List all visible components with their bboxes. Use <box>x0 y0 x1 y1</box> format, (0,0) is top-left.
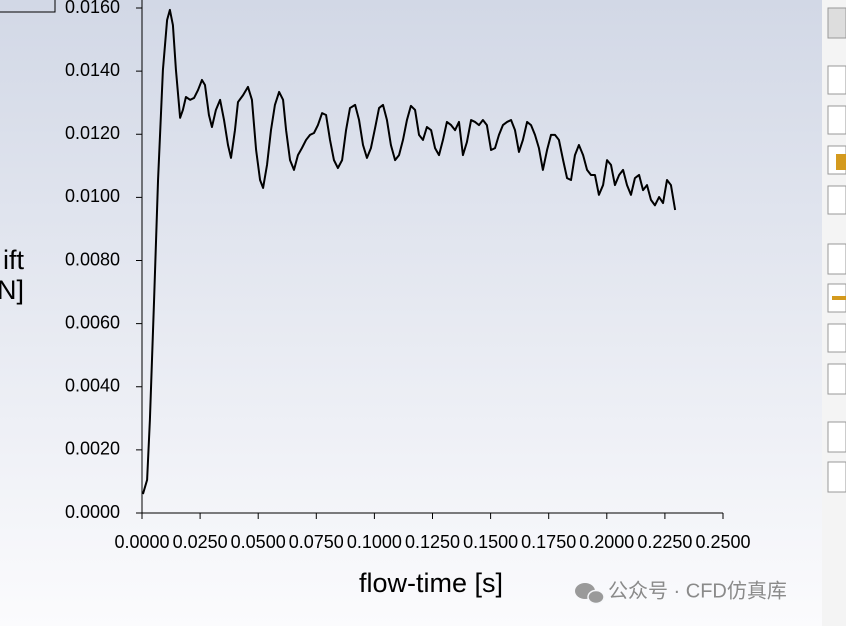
watermark-icon <box>575 583 605 605</box>
y-tick-label: 0.0000 <box>65 502 120 522</box>
x-tick-label: 0.0000 <box>114 532 169 552</box>
tool-button[interactable] <box>827 421 846 453</box>
y-axis-label: ift <box>3 245 25 275</box>
x-tick-label: 0.1500 <box>463 532 518 552</box>
tool-button[interactable] <box>827 323 846 353</box>
x-tick-label: 0.2500 <box>695 532 750 552</box>
tool-button[interactable] <box>827 363 846 395</box>
tool-button[interactable] <box>827 185 846 215</box>
x-tick-label: 0.1000 <box>347 532 402 552</box>
x-tick-label: 0.2000 <box>579 532 634 552</box>
x-tick-label: 0.1250 <box>405 532 460 552</box>
data-line <box>141 8 677 495</box>
x-tick-label: 0.2250 <box>637 532 692 552</box>
x-tick-label: 0.0500 <box>231 532 286 552</box>
tool-button[interactable] <box>827 7 846 39</box>
y-tick-label: 0.0140 <box>65 60 120 80</box>
y-tick-label: 0.0120 <box>65 123 120 143</box>
tool-button[interactable] <box>827 243 846 275</box>
x-axis-label: flow-time [s] <box>359 568 503 598</box>
toolbar <box>822 0 846 626</box>
tool-button[interactable] <box>827 461 846 493</box>
y-tick-label: 0.0060 <box>65 312 120 332</box>
y-tick-label: 0.0160 <box>65 0 120 17</box>
background <box>0 0 822 626</box>
y-tick-label: 0.0100 <box>65 186 120 206</box>
x-tick-label: 0.0250 <box>173 532 228 552</box>
tool-button[interactable] <box>827 65 846 95</box>
watermark: 公众号 · CFD仿真库 <box>608 579 787 602</box>
y-axis-label: N] <box>0 275 24 305</box>
tool-button[interactable] <box>827 105 846 135</box>
y-tick-label: 0.0020 <box>65 439 120 459</box>
x-tick-label: 0.1750 <box>521 532 576 552</box>
y-tick-label: 0.0040 <box>65 376 120 396</box>
legend-box-edge <box>0 0 56 13</box>
y-tick-label: 0.0080 <box>65 249 120 269</box>
x-tick-label: 0.0750 <box>289 532 344 552</box>
